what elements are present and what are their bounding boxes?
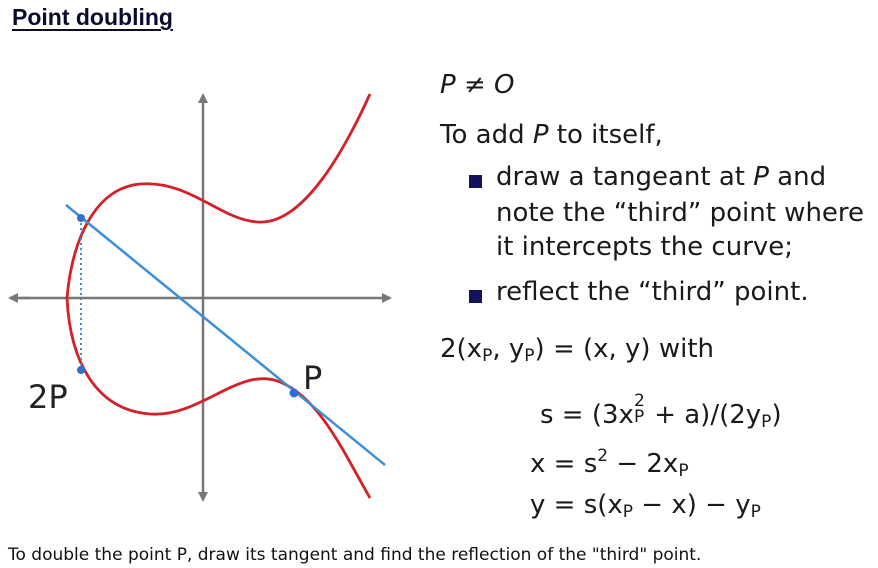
bullet-1-line-2: note the “third” point where: [496, 198, 865, 228]
page-title: Point doubling: [12, 4, 173, 30]
formula-x: x = s2 − 2xP: [530, 446, 689, 481]
elliptic-curve-diagram: 2P P: [8, 93, 392, 502]
bullet-2-line-1: reflect the “third” point.: [496, 277, 809, 307]
label-2p: 2P: [28, 378, 68, 416]
bullet-1-line-1: draw a tangeant at P and: [496, 162, 827, 192]
condition-line: P ≠ O: [440, 70, 515, 100]
label-p: P: [303, 359, 322, 397]
formula-y: y = s(xP − x) − yP: [530, 490, 761, 522]
bullet-1-marker: [469, 175, 482, 188]
bullet-1-line-3: it intercepts the curve;: [496, 232, 794, 262]
curve-upper-branch: [65, 93, 372, 299]
point-doubling-figure: 2P P: [0, 60, 430, 520]
point-p: [289, 388, 299, 398]
formula-s: s = (3x 2 P + a)/(2yP): [540, 391, 782, 432]
figure-caption: To double the point P, draw its tangent …: [8, 545, 702, 565]
tangent-line: [65, 204, 386, 466]
intro-line: To add P to itself,: [440, 120, 663, 150]
curve-lower-branch: [65, 297, 372, 499]
bullet-2-marker: [469, 290, 482, 303]
point-2p: [77, 366, 85, 374]
formula-head: 2(xP, yP) = (x, y) with: [440, 334, 715, 366]
third-point: [77, 214, 85, 222]
